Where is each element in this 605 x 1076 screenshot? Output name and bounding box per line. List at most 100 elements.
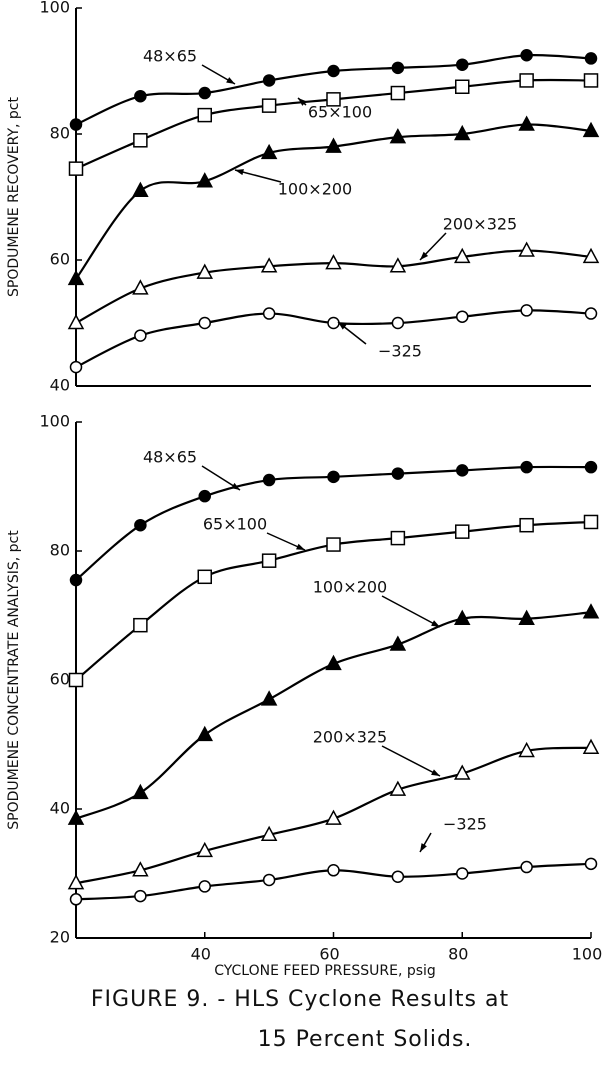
marker xyxy=(132,783,149,800)
marker xyxy=(518,241,535,257)
y-tick-label: 40 xyxy=(50,799,70,818)
marker xyxy=(584,52,598,65)
marker xyxy=(327,316,340,330)
marker xyxy=(67,809,85,825)
marker xyxy=(134,329,147,342)
series-label: 100×200 xyxy=(313,578,387,597)
marker xyxy=(67,874,85,890)
marker xyxy=(133,133,148,148)
marker xyxy=(69,893,83,906)
marker xyxy=(327,470,340,484)
series-label: 65×100 xyxy=(203,515,267,534)
marker xyxy=(518,609,535,625)
y-tick-label: 60 xyxy=(50,670,70,689)
marker xyxy=(453,609,471,625)
marker xyxy=(69,360,83,374)
marker xyxy=(519,73,534,88)
marker xyxy=(391,467,405,480)
marker xyxy=(456,867,469,880)
marker xyxy=(455,79,470,94)
arrow-head xyxy=(420,843,427,852)
marker xyxy=(520,49,533,62)
series-label: 100×200 xyxy=(278,180,352,199)
y-tick-label: 80 xyxy=(50,124,70,143)
series-line xyxy=(75,611,592,820)
marker xyxy=(391,870,405,883)
caption: 15 Percent Solids. xyxy=(258,1027,473,1052)
y-tick-label: 20 xyxy=(50,928,70,947)
y-axis-label: SPODUMENE RECOVERY, pct xyxy=(6,97,22,297)
marker xyxy=(262,74,276,87)
arrow-head xyxy=(296,543,305,550)
x-tick-label: 60 xyxy=(319,945,339,964)
marker xyxy=(453,764,471,780)
marker xyxy=(196,841,214,858)
marker xyxy=(69,118,83,131)
marker xyxy=(198,86,211,100)
marker xyxy=(453,247,471,264)
marker xyxy=(326,92,341,107)
series-label: −325 xyxy=(378,342,422,361)
caption: FIGURE 9. - HLS Cyclone Results at xyxy=(91,987,509,1012)
marker xyxy=(389,257,407,273)
series-label: 48×65 xyxy=(143,47,197,66)
x-tick-label: 40 xyxy=(191,945,211,964)
marker xyxy=(134,518,147,532)
marker xyxy=(584,307,598,320)
marker xyxy=(389,128,407,144)
marker xyxy=(260,257,278,273)
series-label: 48×65 xyxy=(143,448,197,467)
marker xyxy=(327,864,340,877)
y-tick-label: 100 xyxy=(39,412,70,431)
arrow-head xyxy=(298,98,307,106)
marker xyxy=(519,517,534,533)
marker xyxy=(261,98,277,113)
marker xyxy=(582,738,600,754)
arrow-head xyxy=(226,77,235,84)
marker xyxy=(390,85,406,101)
arrow-head xyxy=(431,769,440,776)
y-tick-label: 60 xyxy=(50,250,70,269)
marker xyxy=(134,89,147,103)
series-label: 65×100 xyxy=(308,103,372,122)
marker xyxy=(197,569,212,585)
marker xyxy=(582,603,600,619)
marker xyxy=(453,124,471,141)
marker xyxy=(198,316,211,330)
marker xyxy=(196,263,214,279)
marker xyxy=(582,121,600,138)
marker xyxy=(68,672,84,688)
marker xyxy=(518,741,535,758)
y-axis-label: SPODUMENE CONCENTRATE ANALYSIS, pct xyxy=(6,530,22,830)
marker xyxy=(455,524,470,539)
arrow-head xyxy=(235,169,244,176)
marker xyxy=(132,279,149,295)
marker xyxy=(584,857,598,871)
marker xyxy=(518,115,535,131)
marker xyxy=(325,654,342,671)
y-tick-label: 100 xyxy=(39,0,70,17)
marker xyxy=(197,107,212,123)
x-axis-label: CYCLONE FEED PRESSURE, psig xyxy=(214,963,436,979)
marker xyxy=(262,307,276,320)
marker xyxy=(68,161,84,176)
marker xyxy=(132,861,149,877)
marker xyxy=(69,573,83,587)
marker xyxy=(196,725,214,742)
marker xyxy=(325,809,342,825)
series-label: −325 xyxy=(443,815,487,834)
marker xyxy=(520,860,533,874)
marker xyxy=(326,537,341,552)
marker xyxy=(325,137,342,153)
marker xyxy=(261,553,277,568)
x-tick-label: 80 xyxy=(448,945,468,964)
y-tick-label: 40 xyxy=(50,376,70,395)
marker xyxy=(327,64,340,78)
marker xyxy=(389,635,407,651)
marker xyxy=(520,460,533,474)
marker xyxy=(582,247,600,264)
label-arrow xyxy=(381,745,441,777)
marker xyxy=(391,316,405,330)
marker xyxy=(260,143,278,160)
